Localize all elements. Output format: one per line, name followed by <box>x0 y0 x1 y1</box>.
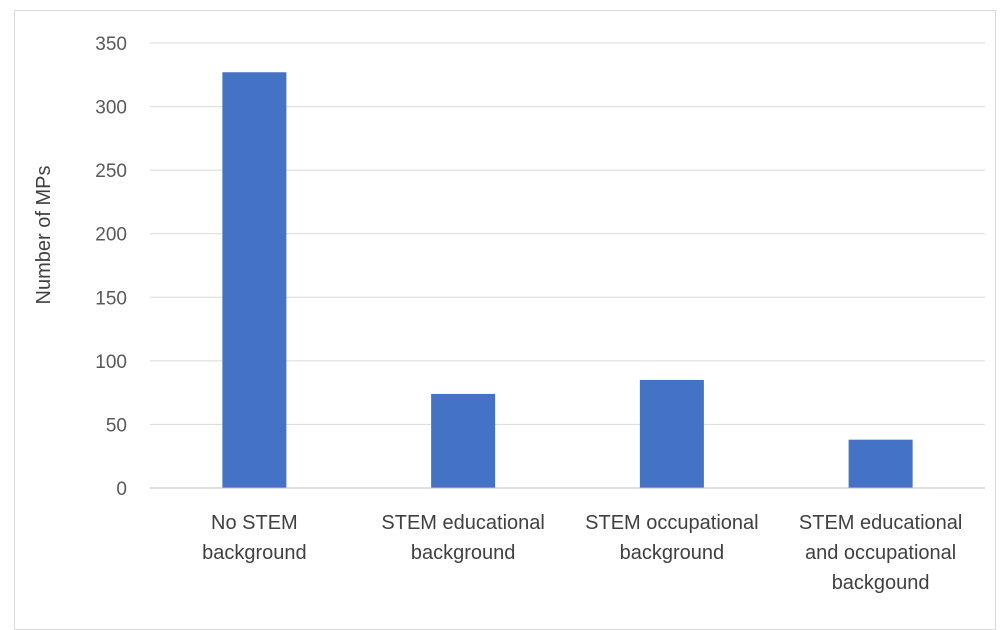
x-category-label: STEM educational background <box>381 512 544 564</box>
y-tick-label: 350 <box>95 34 127 55</box>
x-category-label-line: and occupational <box>805 542 956 564</box>
x-category-label-line: backgound <box>832 572 930 594</box>
bars <box>222 72 913 488</box>
y-tick-label: 300 <box>95 98 127 119</box>
y-tick-label: 250 <box>95 161 127 182</box>
y-tick-label: 50 <box>106 415 127 436</box>
x-category-label-line: No STEM <box>211 512 298 534</box>
y-axis-label: Number of MPs <box>33 166 55 305</box>
y-tick-label: 0 <box>116 479 127 500</box>
x-category-label-line: background <box>411 542 516 564</box>
bar-0 <box>222 72 287 488</box>
y-tick-label: 200 <box>95 225 127 246</box>
y-tick-label: 100 <box>95 352 127 373</box>
x-category-label-line: background <box>202 542 307 564</box>
x-category-label: STEM educational and occupational backgoun… <box>799 512 962 594</box>
x-category-label-line: STEM educational <box>799 512 962 534</box>
x-category-label: STEM occupational background <box>585 512 758 564</box>
y-tick-label: 150 <box>95 288 127 309</box>
x-category-label: No STEM background <box>202 512 307 564</box>
bar-3 <box>848 439 913 488</box>
x-category-label-line: STEM occupational <box>585 512 758 534</box>
bar-1 <box>431 393 496 488</box>
chart-frame <box>14 10 996 630</box>
x-category-label-line: background <box>620 542 725 564</box>
x-category-label-line: STEM educational <box>381 512 544 534</box>
bar-2 <box>639 379 704 488</box>
gridlines <box>150 42 985 425</box>
